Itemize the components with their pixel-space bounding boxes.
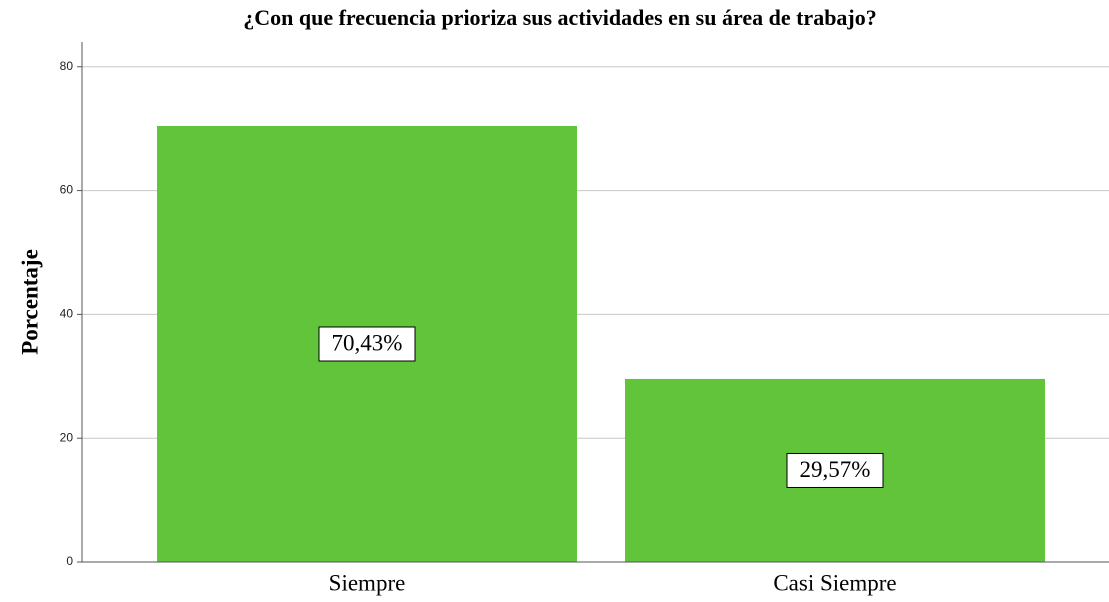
y-tick-label: 60	[60, 183, 74, 197]
value-label: 29,57%	[800, 457, 871, 482]
y-tick-label: 80	[60, 59, 74, 73]
value-label: 70,43%	[332, 330, 403, 355]
y-tick-label: 20	[60, 430, 74, 444]
x-tick-label: Casi Siempre	[773, 570, 896, 595]
y-axis-label: Porcentaje	[17, 249, 42, 355]
x-tick-label: Siempre	[329, 570, 406, 595]
value-label-box	[786, 452, 884, 488]
value-label-box	[318, 326, 416, 362]
y-tick-label: 40	[60, 307, 74, 321]
y-tick-label: 0	[66, 554, 73, 568]
chart-title: ¿Con que frecuencia prioriza sus activid…	[243, 5, 877, 30]
